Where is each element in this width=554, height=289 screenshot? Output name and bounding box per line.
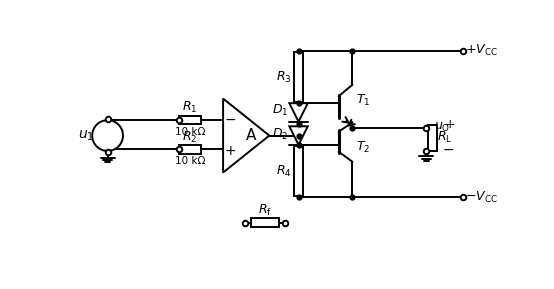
Text: −: −: [102, 136, 114, 149]
Bar: [294, 146, 303, 197]
Text: $-V_{\rm CC}$: $-V_{\rm CC}$: [465, 190, 497, 205]
Text: $R_3$: $R_3$: [276, 69, 292, 85]
Text: $D_1$: $D_1$: [272, 103, 288, 118]
Text: $D_2$: $D_2$: [272, 127, 288, 142]
Text: A: A: [245, 128, 256, 143]
Polygon shape: [223, 99, 269, 173]
Text: $u_{\rm O}$: $u_{\rm O}$: [434, 121, 451, 134]
Text: $R_4$: $R_4$: [276, 163, 292, 179]
Text: +: +: [102, 122, 113, 135]
Text: $u_1$: $u_1$: [78, 128, 94, 143]
Text: +: +: [225, 144, 237, 158]
Text: −: −: [225, 113, 237, 127]
Bar: [251, 218, 279, 227]
Bar: [294, 52, 303, 102]
Text: 10 kΩ: 10 kΩ: [175, 127, 205, 137]
Polygon shape: [289, 103, 308, 122]
Text: $+V_{\rm CC}$: $+V_{\rm CC}$: [465, 43, 497, 58]
Polygon shape: [289, 126, 308, 145]
Bar: [179, 145, 201, 154]
Circle shape: [92, 120, 123, 151]
Text: −: −: [442, 142, 454, 156]
Text: $R_{\rm f}$: $R_{\rm f}$: [258, 203, 271, 218]
Text: $R_1$: $R_1$: [182, 100, 198, 115]
Bar: [179, 116, 201, 124]
Text: $R_{\rm L}$: $R_{\rm L}$: [437, 130, 453, 145]
Text: $T_2$: $T_2$: [356, 140, 371, 155]
Text: $R_2$: $R_2$: [182, 129, 198, 144]
Bar: [428, 125, 437, 151]
Text: +: +: [444, 118, 455, 131]
Text: $T_1$: $T_1$: [356, 92, 371, 108]
Text: 10 kΩ: 10 kΩ: [175, 156, 205, 166]
